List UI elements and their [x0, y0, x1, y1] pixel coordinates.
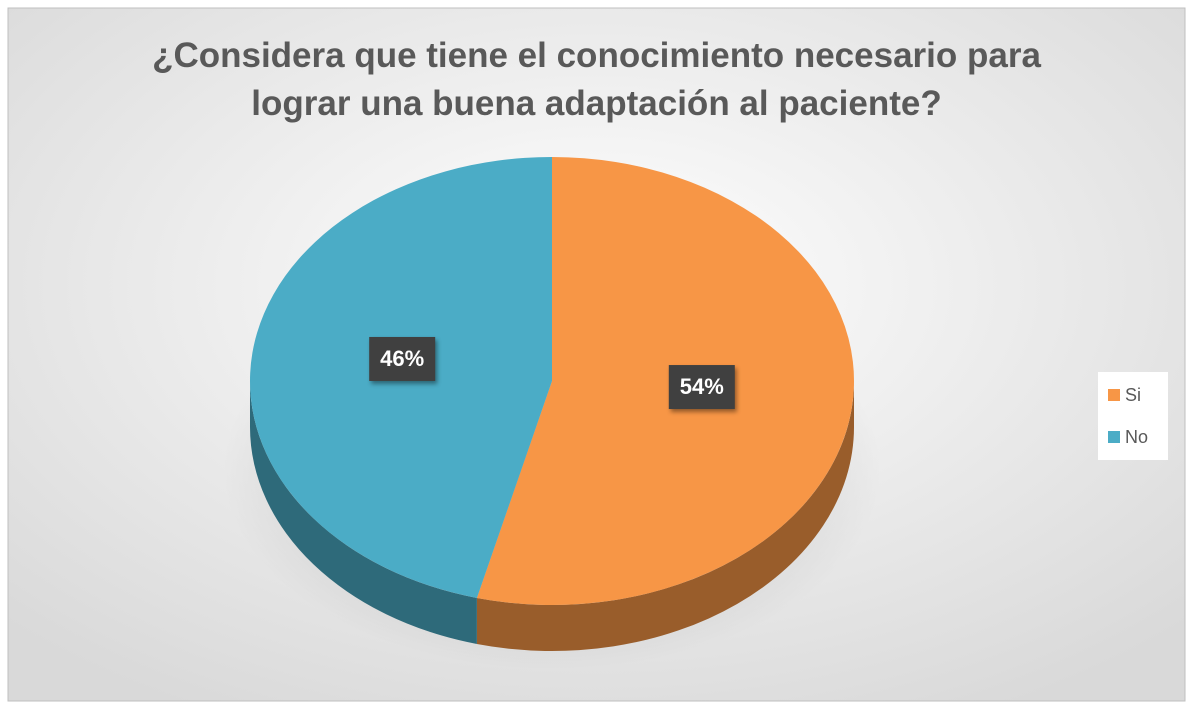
chart-title: ¿Considera que tiene el conocimiento nec…: [152, 36, 1041, 123]
legend-label: No: [1125, 427, 1148, 447]
slice: [476, 157, 854, 605]
data-label: 46%: [380, 346, 424, 371]
data-label-box: [668, 365, 735, 410]
legend-box: [1098, 372, 1168, 460]
legend-swatch: [1108, 389, 1120, 401]
slice-side: [476, 381, 854, 651]
data-label: 54%: [680, 374, 724, 399]
slice-side: [250, 381, 477, 644]
legend-swatch: [1108, 431, 1120, 443]
data-label-box: [369, 336, 436, 381]
legend-label: Si: [1125, 385, 1141, 405]
